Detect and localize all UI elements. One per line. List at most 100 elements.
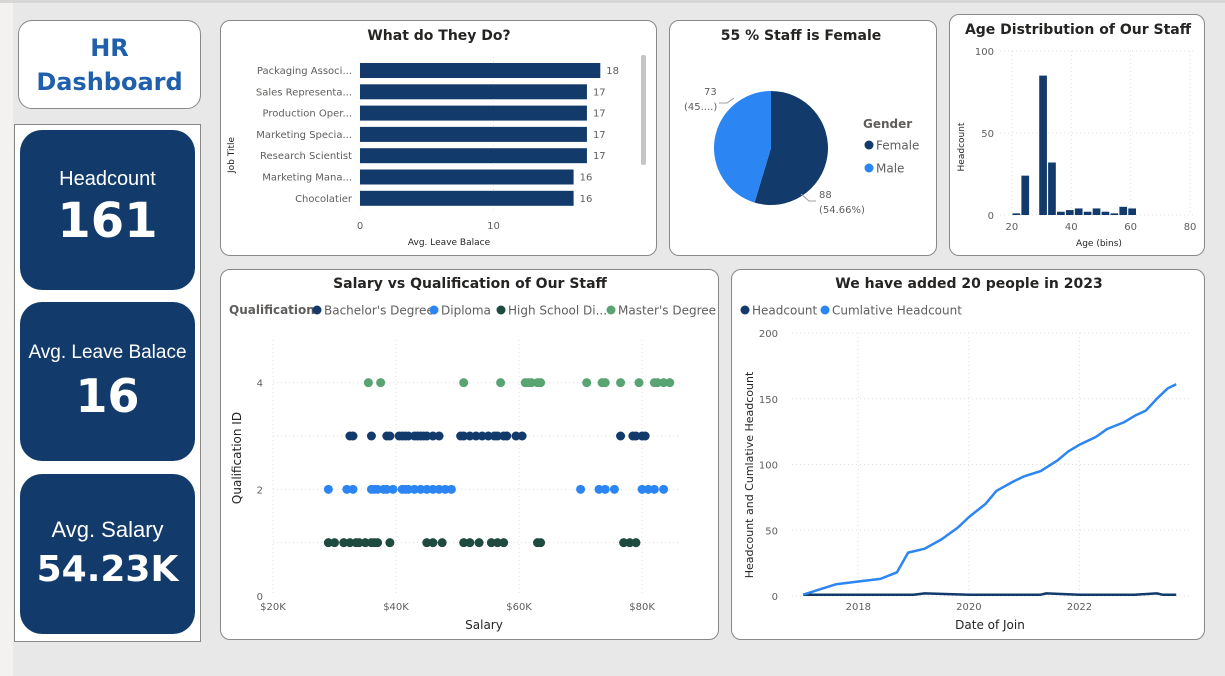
scatter-x-tick: $80K [629,602,655,613]
scatter-legend-label: High School Di... [508,304,607,318]
age-x-tick: 40 [1065,222,1078,233]
job-title-bar-chart: What do They Do? Job Title Avg. Leave Ba… [227,28,646,248]
scatter-legend-marker [312,305,322,315]
scatter-point [517,431,527,441]
scatter-point [345,538,355,548]
scatter-point [323,538,333,548]
scatter-point [493,538,503,548]
scatter-point [348,431,358,441]
job-bar [360,105,587,121]
job-category-label: Marketing Specia... [256,130,352,141]
scatter-point [609,484,619,494]
scatter-point [409,484,419,494]
age-chart-title: Age Distribution of Our Staff [965,22,1192,38]
job-x-tick: 10 [487,221,500,232]
scatter-point [342,484,352,494]
scatter-point [373,484,383,494]
job-bar-value: 17 [593,151,606,162]
scatter-point [363,378,373,388]
age-bar [1074,208,1083,215]
scatter-point [388,484,398,494]
age-x-tick: 20 [1006,222,1019,233]
job-bar [360,190,574,206]
scatter-point [416,484,426,494]
headcount-line-panel[interactable]: We have added 20 people in 2023 Headcoun… [731,269,1205,640]
pie-slice-male [714,91,771,203]
job-category-label: Production Oper... [263,109,352,120]
scatter-point [582,378,592,388]
job-bar-value: 17 [593,130,606,141]
line-legend-label: Cumlative Headcount [832,304,962,318]
scatter-point [339,538,349,548]
scatter-chart-ylabel: Qualification ID [230,412,244,504]
age-x-tick: 80 [1184,222,1197,233]
scatter-point [434,484,444,494]
scatter-point [376,378,386,388]
job-category-label: Sales Representa... [256,87,352,98]
scatter-y-tick: 0 [257,592,263,603]
scatter-legend-marker [429,305,439,315]
scatter-point [403,484,413,494]
headcount-line-chart: We have added 20 people in 2023 Headcoun… [740,276,1190,632]
job-bar-value: 16 [580,173,593,184]
scatter-point [616,431,626,441]
scatter-point [493,431,503,441]
job-bar [360,148,587,164]
pie-label-male-count: 73 [704,87,717,98]
salary-scatter-panel[interactable]: Salary vs Qualification of Our Staff Qua… [220,269,719,640]
scatter-legend-label: Master's Degree [618,304,716,318]
age-distribution-panel[interactable]: Age Distribution of Our Staff Headcount … [949,14,1205,256]
line-x-tick: 2020 [956,602,981,613]
pie-legend-label: Male [876,162,904,176]
job-bar [360,84,587,100]
pie-label-female-pct: (54.66%) [819,205,865,216]
gender-pie-panel[interactable]: 55 % Staff is Female Gender 88 (54.66%) 73… [669,20,937,256]
scatter-point [428,484,438,494]
job-category-label: Packaging Associ... [257,66,352,77]
age-bar [1021,175,1030,215]
age-bar [1119,206,1128,215]
scatter-point [440,484,450,494]
headcount-line [803,592,1177,596]
scatter-point [631,538,641,548]
scatter-chart-title: Salary vs Qualification of Our Staff [333,276,607,292]
scatter-point [348,484,358,494]
line-y-tick: 0 [772,592,778,603]
filter-pane-edge [0,3,13,676]
scatter-point [536,538,546,548]
age-x-tick: 60 [1124,222,1137,233]
scatter-point [373,538,383,548]
pie-legend-title: Gender [863,117,912,131]
age-histogram: Age Distribution of Our Staff Headcount … [957,22,1197,249]
job-chart-ylabel: Job Title [227,137,237,174]
kpi-card-salary[interactable]: Avg. Salary 54.23K [20,474,195,634]
scatter-point [403,431,413,441]
window-top-strip [0,0,1225,3]
scatter-point [665,378,675,388]
scatter-point [474,538,484,548]
job-chart-scrollbar[interactable] [641,55,646,165]
scatter-point [649,484,659,494]
dashboard-title-line1: HR [90,33,129,62]
job-category-label: Research Scientist [260,151,352,162]
age-y-tick: 50 [981,129,994,140]
pie-label-female-count: 88 [819,190,832,201]
salary-scatter-chart: Salary vs Qualification of Our Staff Qua… [229,276,716,632]
job-bar-value: 18 [606,66,619,77]
scatter-point [625,538,635,548]
scatter-point [360,538,370,548]
job-title-chart-panel[interactable]: What do They Do? Job Title Avg. Leave Ba… [220,20,657,256]
job-x-tick: 0 [357,221,363,232]
line-legend-label: Headcount [752,304,818,318]
scatter-point [631,431,641,441]
kpi-headcount-value: 161 [57,193,158,249]
line-legend-marker [740,305,750,315]
kpi-card-headcount[interactable]: Headcount 161 [20,130,195,290]
age-bar [1101,211,1110,215]
scatter-point [385,538,395,548]
job-bar [360,126,587,142]
scatter-point [486,538,496,548]
kpi-card-leave[interactable]: Avg. Leave Balace 16 [20,302,195,461]
scatter-point [471,431,481,441]
job-bar [360,169,574,185]
